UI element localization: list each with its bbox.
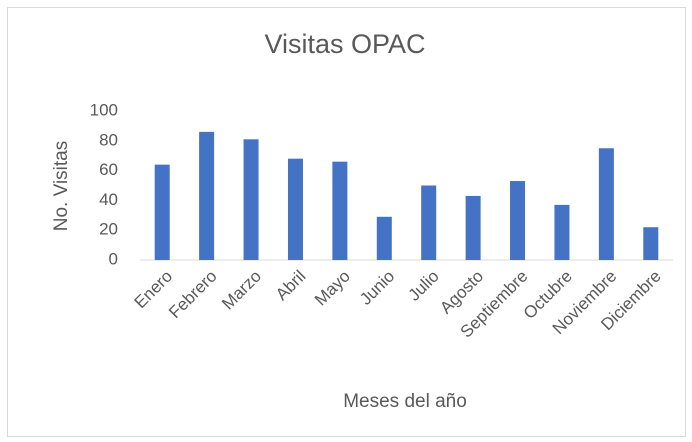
bar (199, 131, 215, 260)
bar (510, 181, 526, 260)
y-tick-label: 40 (99, 190, 118, 209)
bar (376, 216, 392, 260)
x-axis-label: Meses del año (343, 391, 467, 412)
y-tick-label: 100 (90, 100, 118, 119)
bar (643, 227, 659, 260)
bar (421, 185, 437, 260)
y-tick-label: 0 (109, 249, 118, 268)
bar (554, 204, 570, 260)
bar (243, 139, 259, 260)
bar (287, 158, 303, 260)
y-axis-label: No. Visitas (51, 141, 72, 231)
bar (465, 195, 481, 260)
chart-title: Visitas OPAC (264, 29, 425, 59)
bar (154, 164, 170, 260)
y-tick-label: 20 (99, 220, 118, 239)
y-tick-label: 80 (99, 130, 118, 149)
bar (598, 148, 614, 260)
bar (332, 161, 348, 260)
y-tick-label: 60 (99, 160, 118, 179)
